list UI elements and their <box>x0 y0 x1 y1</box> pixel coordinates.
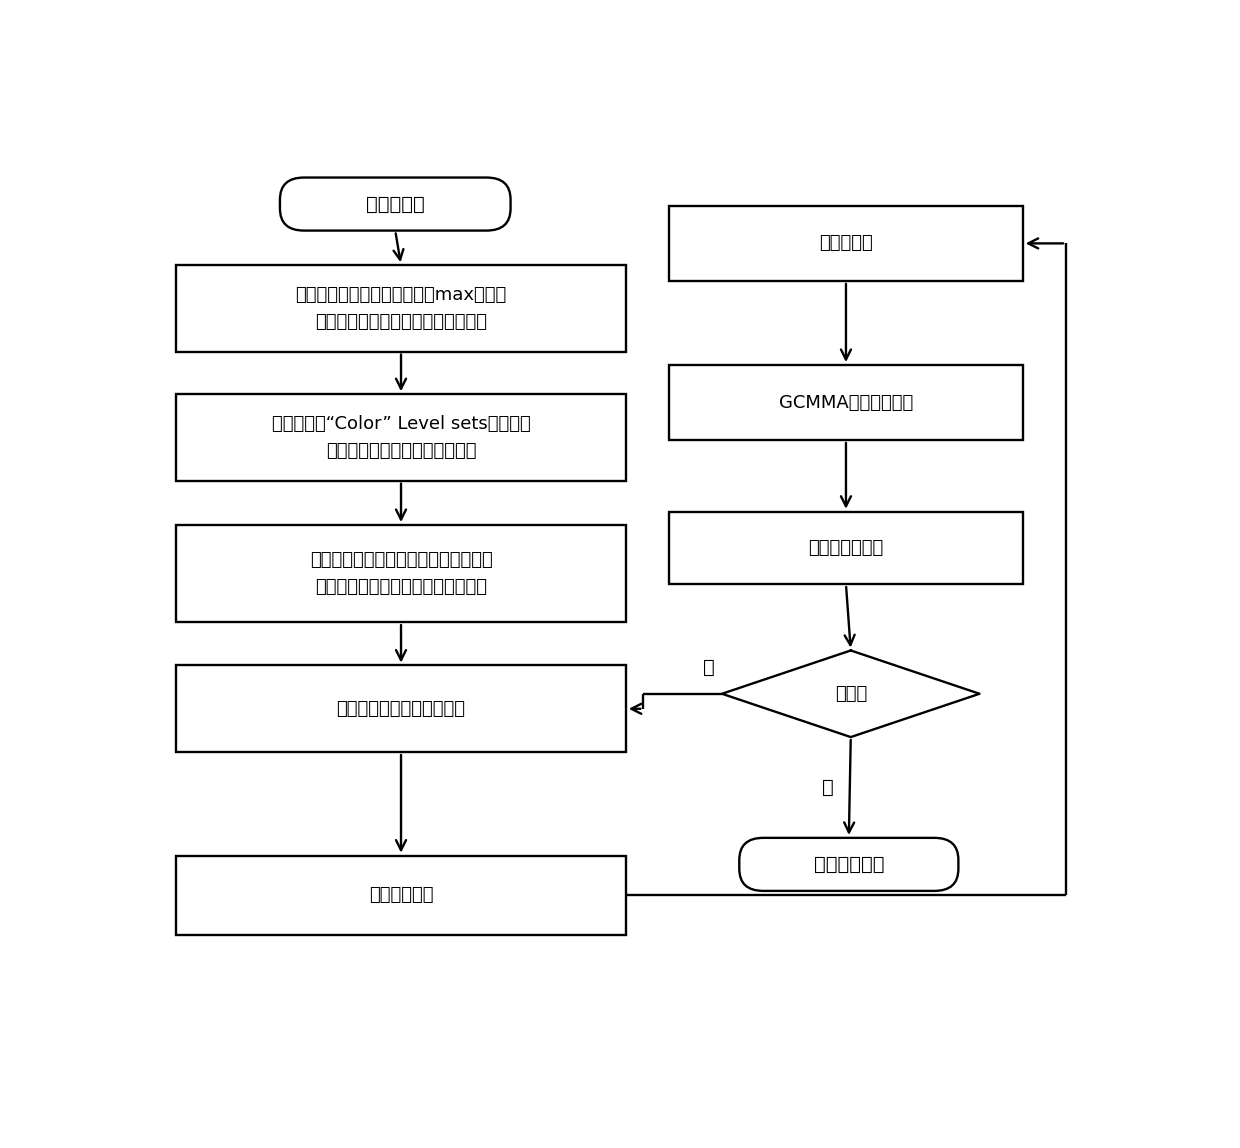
Text: 重新初始化参数: 重新初始化参数 <box>808 538 884 557</box>
Bar <box>176 855 626 936</box>
Bar <box>670 512 1023 584</box>
Text: 将多组件弹性模量和基体弹性模量相插
値，计算结构设计材料等效弹性模量: 将多组件弹性模量和基体弹性模量相插 値，计算结构设计材料等效弹性模量 <box>310 551 492 596</box>
Bar <box>176 666 626 752</box>
FancyBboxPatch shape <box>739 838 959 891</box>
Text: 基于参数化“Color” Level sets多相材料
理论建立多组件和基体拓扑模型: 基于参数化“Color” Level sets多相材料 理论建立多组件和基体拓扑… <box>272 416 531 459</box>
Text: 灵敏度分析: 灵敏度分析 <box>820 234 873 253</box>
Bar <box>176 394 626 481</box>
Text: 计算目标函数: 计算目标函数 <box>368 886 433 905</box>
Polygon shape <box>722 651 980 737</box>
Bar <box>176 265 626 351</box>
Text: 否: 否 <box>703 658 714 677</box>
Text: 收敛？: 收敛？ <box>835 684 867 703</box>
FancyBboxPatch shape <box>280 178 511 231</box>
Bar <box>176 525 626 622</box>
Text: GCMMA更新设计变量: GCMMA更新设计变量 <box>779 394 913 411</box>
Bar <box>670 365 1023 440</box>
Text: 进行有限元分析求解位移场: 进行有限元分析求解位移场 <box>336 700 465 718</box>
Text: 是: 是 <box>822 778 833 797</box>
Bar <box>670 205 1023 281</box>
Text: 初始化参数: 初始化参数 <box>366 194 424 214</box>
Text: 输出最优结果: 输出最优结果 <box>813 855 884 874</box>
Text: 建立多组件水平集函数，利用max函数将
所有的组件集成在一个水平集函数中: 建立多组件水平集函数，利用max函数将 所有的组件集成在一个水平集函数中 <box>295 286 507 331</box>
